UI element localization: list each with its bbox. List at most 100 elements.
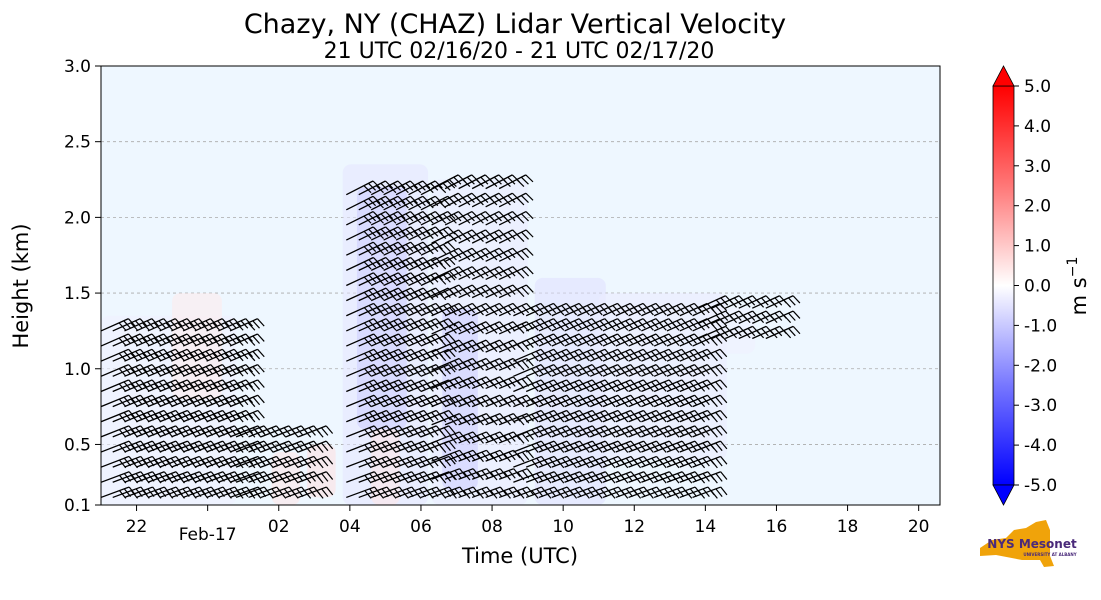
barb-flag (710, 444, 718, 453)
barb-flag (438, 352, 447, 362)
barb-flag (400, 200, 409, 209)
colorbar-tick-label-5: 0.0 (1024, 277, 1051, 297)
barb-flag (714, 350, 723, 360)
barb-flag (453, 176, 462, 185)
barb-flag (525, 211, 534, 220)
barb-flag (257, 364, 265, 373)
barb-flag (462, 270, 471, 279)
wind-barb-422 (498, 284, 534, 299)
barb-flag (453, 195, 462, 204)
barb-flag (392, 198, 401, 207)
barb-flag (447, 318, 456, 327)
velocity-region-5 (356, 187, 407, 430)
barb-flag (756, 299, 765, 308)
barb-flag (448, 425, 456, 434)
wind-barb-614 (692, 440, 728, 453)
barb-flag (438, 337, 447, 346)
barb-flag (792, 325, 801, 335)
barb-flag (363, 246, 372, 255)
barb-flag (480, 323, 489, 332)
barb-flag (521, 451, 530, 461)
barb-flag (425, 246, 434, 255)
barb-flag (783, 314, 792, 324)
barb-flag (448, 234, 457, 243)
barb-flag (448, 440, 456, 450)
barb-flag (720, 486, 728, 496)
barb-flag (257, 410, 265, 419)
barb-flag (783, 330, 792, 339)
wind-barb-276 (395, 211, 431, 226)
y-tick-label-4: 2.0 (64, 208, 91, 228)
barb-flag (516, 325, 525, 334)
barb-flag (526, 358, 534, 367)
wind-barb-306 (420, 394, 456, 408)
barb-flag (257, 394, 265, 404)
barb-flag (449, 325, 457, 334)
wind-barb-295 (408, 241, 443, 256)
barb-flag (385, 226, 394, 235)
barb-flag (447, 333, 456, 342)
barb-flag (714, 335, 723, 344)
barb-flag (467, 323, 476, 332)
barb-flag (774, 297, 783, 306)
barb-flag (438, 459, 447, 469)
barb-flag (462, 307, 471, 316)
barb-flag (462, 197, 471, 206)
barb-flag (467, 231, 475, 240)
wind-barb-255 (383, 211, 418, 226)
colorbar-tick-label-1: 4.0 (1024, 117, 1051, 137)
barb-flag (521, 305, 530, 314)
barb-flag (252, 320, 260, 329)
barb-flag (525, 192, 534, 201)
wind-barb-427 (498, 192, 534, 208)
barb-flag (410, 241, 419, 250)
barb-flag (507, 231, 516, 240)
barb-flag (448, 215, 457, 224)
wind-barb-232 (370, 241, 406, 256)
colorbar-max-extension (992, 65, 1015, 87)
barb-flag (715, 299, 724, 308)
barb-flag (788, 328, 796, 337)
barb-flag (517, 435, 525, 444)
wind-barb-190 (346, 241, 381, 256)
barb-flag (710, 337, 718, 346)
barb-flag (448, 179, 457, 187)
barb-flag (494, 231, 502, 240)
barb-flag (448, 364, 456, 373)
barb-flag (720, 312, 729, 321)
barb-flag (502, 215, 511, 224)
barb-flag (447, 241, 456, 250)
barb-flag (489, 179, 498, 187)
wind-barb-107 (194, 318, 230, 332)
barb-flag (375, 185, 384, 194)
barb-flag (467, 213, 475, 222)
barb-flag (401, 246, 409, 255)
barb-flag (363, 185, 372, 194)
barb-flag (729, 330, 738, 339)
barb-flag (489, 234, 498, 243)
wind-barb-211 (358, 241, 394, 256)
barb-flag (710, 352, 718, 362)
chart-title: Chazy, NY (CHAZ) Lidar Vertical Velocity (244, 9, 786, 40)
barb-flag (503, 307, 511, 316)
barb-flag (503, 270, 511, 279)
colorbar-tick-label-3: 2.0 (1024, 197, 1051, 217)
barb-flag (761, 312, 769, 321)
barb-flag (480, 286, 489, 295)
barb-flag (502, 197, 511, 206)
barb-flag (320, 427, 329, 436)
wind-barb-173 (298, 425, 334, 438)
barb-flag (443, 427, 451, 436)
colorbar-tick-label-8: -3.0 (1024, 396, 1057, 416)
barb-flag (715, 457, 723, 467)
colorbar-label-exponent: −1 (1065, 257, 1081, 278)
barb-flag (769, 330, 778, 339)
y-axis-ticks: 0.1 0.5 1.0 1.5 2.0 2.5 3.0 (64, 57, 101, 516)
barb-flag (507, 305, 516, 314)
barb-flag (462, 288, 471, 298)
wind-barb-254 (383, 226, 419, 241)
barb-flag (719, 348, 728, 358)
barb-flag (409, 195, 418, 204)
colorbar-tick-label-0: 5.0 (1024, 77, 1051, 97)
barb-flag (438, 444, 447, 453)
